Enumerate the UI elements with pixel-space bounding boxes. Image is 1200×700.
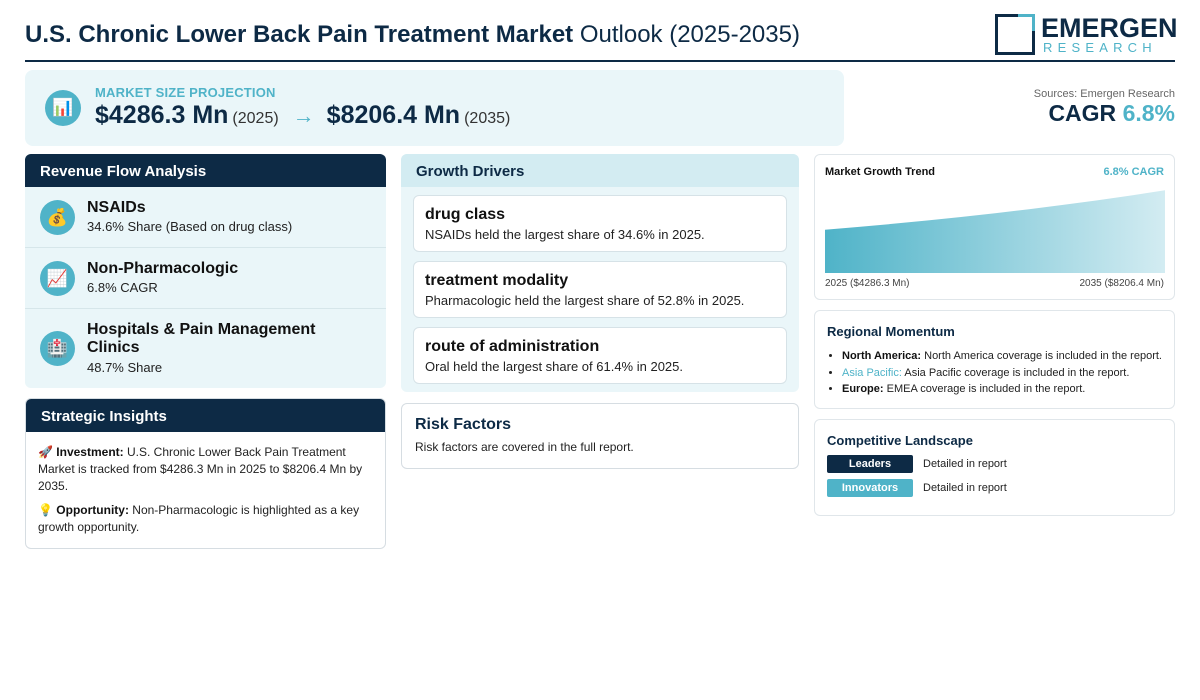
revenue-flow-title: Revenue Flow Analysis: [25, 154, 386, 187]
arrow-right-icon: →: [292, 103, 315, 128]
growth-drivers-panel: Growth Drivers drug class NSAIDs held th…: [401, 154, 799, 392]
money-bag-icon: 💰: [40, 200, 75, 235]
investment-insight: 🚀 Investment: U.S. Chronic Lower Back Pa…: [38, 444, 373, 495]
opportunity-label: Opportunity:: [56, 503, 129, 517]
regional-list: North America: North America coverage is…: [842, 348, 1162, 398]
driver-title: route of administration: [425, 338, 600, 355]
risk-factors-title: Risk Factors: [415, 416, 512, 433]
market-growth-trend-panel: Market Growth Trend 6.8% CAGR 2025 ($428…: [814, 154, 1175, 300]
region-name: Asia Pacific:: [842, 366, 902, 379]
investment-label: Investment:: [56, 445, 124, 459]
trend-area-chart: [825, 190, 1165, 273]
growth-drivers-title: Growth Drivers: [401, 154, 799, 187]
logo-main-text: EMERGEN: [1041, 13, 1178, 43]
cagr-label: CAGR: [1048, 100, 1117, 126]
chart-up-icon: 📈: [40, 261, 75, 296]
title-normal: Outlook (2025-2035): [579, 21, 800, 48]
revenue-item-sub: 6.8% CAGR: [87, 280, 158, 295]
driver-desc: Pharmacologic held the largest share of …: [425, 293, 745, 308]
title-bold: U.S. Chronic Lower Back Pain Treatment M…: [25, 21, 574, 48]
risk-factors-panel: Risk Factors Risk factors are covered in…: [401, 403, 799, 469]
revenue-item-sub: 34.6% Share (Based on drug class): [87, 219, 293, 234]
revenue-item-sub: 48.7% Share: [87, 360, 163, 375]
regional-momentum-panel: Regional Momentum North America: North A…: [814, 310, 1175, 409]
risk-factors-desc: Risk factors are covered in the full rep…: [415, 440, 634, 454]
driver-card: route of administration Oral held the la…: [413, 327, 787, 384]
trend-end-label: 2035 ($8206.4 Mn): [1079, 278, 1164, 289]
lightbulb-icon: 💡: [38, 503, 53, 517]
innovators-badge: Innovators: [827, 479, 913, 497]
investment-text: U.S. Chronic Lower Back Pain Treatment M…: [38, 445, 363, 493]
emergen-logo: EMERGEN RESEARCH: [995, 13, 1178, 56]
strategic-insights-title: Strategic Insights: [26, 399, 385, 432]
region-text: North America coverage is included in th…: [924, 350, 1162, 362]
driver-card: treatment modality Pharmacologic held th…: [413, 261, 787, 318]
revenue-item: 🏥 Hospitals & Pain Management Clinics 48…: [25, 309, 386, 387]
region-name: North America:: [842, 350, 922, 362]
page-title: U.S. Chronic Lower Back Pain Treatment M…: [25, 21, 800, 49]
list-item: Europe: EMEA coverage is included in the…: [842, 381, 1162, 398]
list-item: North America: North America coverage is…: [842, 348, 1162, 365]
start-year: (2025): [232, 110, 279, 127]
revenue-item: 💰 NSAIDs 34.6% Share (Based on drug clas…: [25, 187, 386, 248]
trend-cagr: 6.8% CAGR: [1103, 166, 1164, 178]
revenue-item: 📈 Non-Pharmacologic 6.8% CAGR: [25, 248, 386, 309]
rocket-icon: 🚀: [38, 445, 53, 459]
start-value: $4286.3 Mn: [95, 101, 229, 129]
competitive-row-text: Detailed in report: [923, 458, 1007, 470]
leaders-badge: Leaders: [827, 455, 913, 473]
market-size-label: MARKET SIZE PROJECTION: [95, 85, 276, 100]
region-text: Asia Pacific coverage is included in the…: [904, 366, 1130, 379]
competitive-row-text: Detailed in report: [923, 482, 1007, 494]
revenue-item-name: Non-Pharmacologic: [87, 260, 239, 277]
list-item: Asia Pacific: Asia Pacific coverage is i…: [842, 365, 1162, 382]
competitive-landscape-title: Competitive Landscape: [827, 433, 973, 448]
regional-momentum-title: Regional Momentum: [827, 324, 955, 339]
page-header: U.S. Chronic Lower Back Pain Treatment M…: [25, 10, 1178, 62]
region-text: EMEA coverage is included in the report.: [886, 383, 1086, 395]
strategic-insights-panel: Strategic Insights 🚀 Investment: U.S. Ch…: [25, 398, 386, 549]
sources-text: Sources: Emergen Research: [1033, 88, 1175, 100]
trend-area: [825, 190, 1165, 273]
driver-title: drug class: [425, 206, 506, 223]
logo-mark-icon: [995, 14, 1035, 55]
driver-card: drug class NSAIDs held the largest share…: [413, 195, 787, 252]
driver-title: treatment modality: [425, 272, 569, 289]
market-size-panel: 📊 MARKET SIZE PROJECTION $4286.3 Mn (2025…: [25, 70, 844, 146]
cagr-headline: CAGR 6.8%: [1048, 100, 1175, 127]
competitive-landscape-panel: Competitive Landscape Leaders Detailed i…: [814, 419, 1175, 516]
revenue-item-name: Hospitals & Pain Management Clinics: [87, 321, 316, 356]
opportunity-insight: 💡 Opportunity: Non-Pharmacologic is high…: [38, 502, 373, 536]
opportunity-text: Non-Pharmacologic is highlighted as a ke…: [38, 503, 360, 534]
cagr-value: 6.8%: [1122, 100, 1175, 126]
driver-desc: Oral held the largest share of 61.4% in …: [425, 359, 683, 374]
region-name: Europe:: [842, 383, 884, 395]
end-value: $8206.4 Mn: [326, 101, 461, 129]
revenue-flow-panel: Revenue Flow Analysis 💰 NSAIDs 34.6% Sha…: [25, 154, 386, 388]
bar-chart-icon: 📊: [45, 90, 81, 126]
market-size-values: $4286.3 Mn (2025) → $8206.4 Mn (2035): [95, 101, 510, 130]
hospital-icon: 🏥: [40, 331, 75, 366]
trend-start-label: 2025 ($4286.3 Mn): [825, 278, 910, 289]
trend-title: Market Growth Trend: [825, 166, 936, 178]
logo-sub-text: RESEARCH: [1043, 40, 1157, 55]
driver-desc: NSAIDs held the largest share of 34.6% i…: [425, 227, 705, 242]
end-year: (2035): [464, 110, 511, 127]
revenue-item-name: NSAIDs: [87, 199, 146, 216]
